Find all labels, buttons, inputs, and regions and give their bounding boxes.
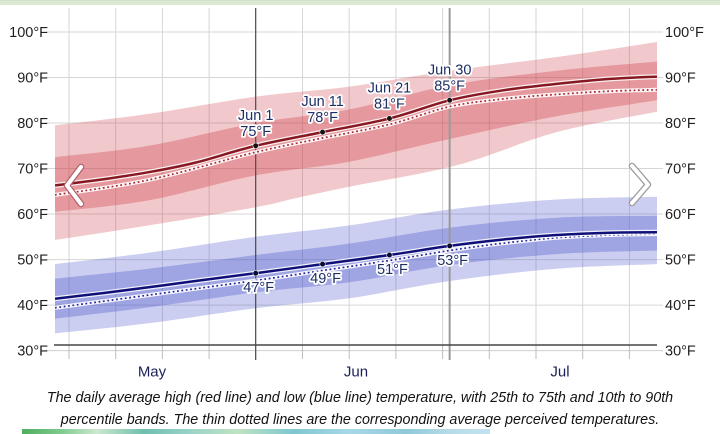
- low-data-point: [446, 242, 453, 249]
- chart-caption: The daily average high (red line) and lo…: [0, 387, 720, 431]
- chevron-left-button[interactable]: scroll to earlier dates: [63, 163, 85, 208]
- low-temp-label: 51°F: [377, 262, 408, 278]
- low-temp-label: 47°F: [243, 280, 274, 296]
- y-tick-label-right: 100°F: [665, 25, 704, 41]
- low-mean-line: [55, 231, 657, 300]
- y-tick-label-left: 50°F: [17, 253, 48, 269]
- high-temp-label: 85°F: [434, 78, 465, 94]
- y-tick-label-left: 90°F: [17, 71, 48, 87]
- y-axis-labels: 100°F 100°F 90°F 90°F 80°F 80°F 70°F 70°F 60°F 60…: [9, 25, 704, 360]
- next-chart-top-edge: [22, 429, 490, 434]
- low-temp-label: 53°F: [437, 253, 468, 269]
- y-tick-label-right: 90°F: [665, 71, 696, 87]
- low-temp-label: 49°F: [310, 271, 341, 287]
- high-mean-line: [55, 75, 657, 187]
- low-data-point: [252, 270, 259, 277]
- y-tick-label-left: 100°F: [9, 25, 48, 41]
- y-tick-label-right: 50°F: [665, 253, 696, 269]
- month-label-May: May: [138, 364, 167, 381]
- low-data-point: [386, 252, 393, 259]
- y-tick-label-left: 30°F: [17, 344, 48, 360]
- high-date-label: Jun 21: [368, 80, 412, 96]
- high-date-label: Jun 30: [428, 62, 472, 78]
- y-tick-label-left: 80°F: [17, 116, 48, 132]
- top-border-strip: [0, 0, 720, 5]
- high-temp-label: 75°F: [240, 124, 271, 140]
- high-temp-label: 78°F: [307, 110, 338, 126]
- x-axis-month-labels: May Jun Jul: [138, 364, 570, 381]
- chevron-right-button[interactable]: scroll to later dates: [628, 162, 652, 207]
- y-tick-label-left: 60°F: [17, 207, 48, 223]
- y-tick-label-right: 40°F: [665, 298, 696, 314]
- y-tick-label-left: 40°F: [17, 298, 48, 314]
- y-tick-label-right: 60°F: [665, 207, 696, 223]
- high-date-label: Jun 1: [238, 108, 273, 124]
- caption-line-1: The daily average high (red line) and lo…: [46, 390, 674, 406]
- caption-line-2: percentile bands. The thin dotted lines …: [60, 412, 660, 428]
- y-tick-label-right: 70°F: [665, 162, 696, 178]
- high-data-point: [446, 97, 453, 104]
- y-tick-label-right: 30°F: [665, 344, 696, 360]
- high-data-point: [252, 142, 259, 149]
- month-label-Jun: Jun: [344, 364, 368, 381]
- month-label-Jul: Jul: [550, 364, 569, 381]
- temperature-lines: [55, 74, 657, 310]
- y-tick-label-left: 70°F: [17, 162, 48, 178]
- high-date-label: Jun 11: [301, 94, 343, 110]
- low-data-point: [319, 261, 326, 268]
- y-tick-label-right: 80°F: [665, 116, 696, 132]
- high-data-point: [386, 115, 393, 122]
- high-temp-label: 81°F: [374, 96, 405, 112]
- high-data-point: [319, 129, 326, 136]
